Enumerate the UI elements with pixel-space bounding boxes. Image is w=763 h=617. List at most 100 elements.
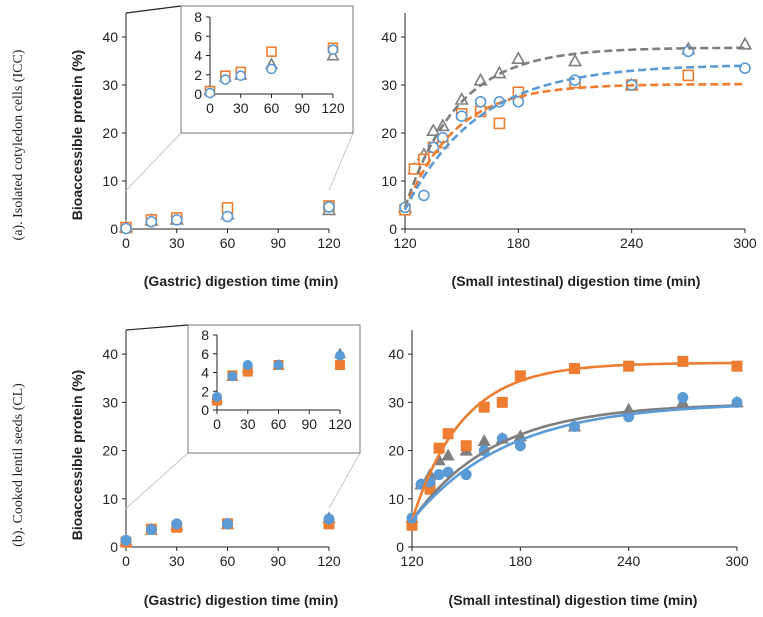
b_gastric-inset: 0 30 60 90 120 0 2 4 6 8 (187, 324, 361, 454)
b_gastric-inset-x-tick-label: 90 (301, 416, 317, 432)
a_intestinal-y-tick-label: 0 (389, 221, 397, 237)
b_intestinal-y-tick-label: 40 (388, 346, 404, 362)
b_intestinal-y-tick-label: 20 (388, 443, 404, 459)
a_intestinal-fit-blue (403, 64, 746, 211)
b_intestinal-point-blue (677, 392, 689, 404)
b_gastric-inset-frame (187, 324, 361, 454)
b_gastric-y-tick-label: 40 (102, 346, 118, 362)
a_intestinal-point-orange (493, 117, 506, 130)
a_gastric-inset-point-orange (266, 46, 277, 57)
b_intestinal-point-orange (731, 360, 743, 372)
a_gastric-inset-point-blue (327, 44, 339, 56)
a_intestinal-y-tick-label: 20 (381, 125, 397, 141)
b_intestinal-x-tick-label: 120 (400, 553, 424, 569)
x-axis-label-b-gastric: (Gastric) digestion time (min) (144, 592, 338, 608)
b_gastric-leader-line-top (125, 324, 189, 331)
chart-a_gastric: 0 30 60 90 120 0 10 20 30 40 0 30 60 90 120 0 2 4 6 8 (102, 5, 354, 251)
a_gastric-inset-point-blue (235, 70, 247, 82)
a_gastric-inset-point-blue (220, 74, 231, 85)
row-label-b: (b). Cooked lentil seeds (CL) (11, 383, 26, 547)
b_gastric-inset-x-tick-label: 30 (240, 416, 256, 432)
a_gastric-inset-y-tick-label: 4 (194, 48, 202, 64)
a_intestinal-point-blue (739, 62, 751, 74)
a_intestinal-point-grey (511, 51, 526, 65)
a_intestinal-point-grey (737, 36, 753, 50)
a_gastric-y-tick-label: 10 (102, 173, 118, 189)
a_intestinal-fit-orange (403, 82, 745, 211)
b_gastric-inset-point-blue (273, 360, 284, 370)
b_gastric-inset-x-tick-label: 60 (271, 416, 287, 432)
b_gastric-y-tick-label: 10 (102, 491, 118, 507)
b_gastric-leader-line (125, 452, 189, 509)
b_intestinal-point-orange (677, 355, 689, 367)
b_gastric-inset-point-blue (212, 391, 222, 402)
b_intestinal-point-orange (496, 396, 508, 408)
b_gastric-y-tick-label: 0 (110, 539, 118, 555)
a_gastric-inset-y-tick-label: 6 (194, 28, 202, 44)
b_gastric-inset-point-blue (242, 360, 253, 370)
a_gastric-inset-y-tick-label: 2 (194, 67, 202, 83)
b_intestinal-y-tick-label: 10 (388, 491, 404, 507)
a_gastric-y-tick-label: 40 (102, 29, 118, 45)
a_intestinal-point-blue (512, 96, 525, 108)
chart-a_intestinal: 120 180 240 300 0 10 20 30 40 (381, 13, 757, 251)
b_gastric-x-tick-label: 0 (122, 553, 130, 569)
y-axis-label-b: Bioaccessible protein (%) (69, 370, 85, 540)
a_intestinal-point-grey (426, 123, 441, 136)
a_intestinal-x-tick-label: 240 (620, 235, 644, 251)
a_gastric-point-blue (323, 201, 335, 213)
a_intestinal-y-tick-label: 30 (381, 77, 397, 93)
a_gastric-point-blue (170, 214, 183, 226)
a_gastric-y-tick-label: 0 (110, 221, 118, 237)
a_gastric-leader-line (328, 132, 354, 191)
x-axis-label-b-intestinal: (Small intestinal) digestion time (min) (449, 592, 698, 608)
y-axis-label-a: Bioaccessible protein (%) (69, 50, 85, 220)
b_gastric-inset-point-blue (335, 350, 345, 361)
a_intestinal-x-tick-label: 120 (393, 235, 417, 251)
a_gastric-inset-point-blue (266, 63, 277, 75)
a_gastric-x-tick-label: 120 (317, 235, 341, 251)
b_gastric-point-blue (145, 524, 157, 536)
a_intestinal-y-tick-label: 40 (381, 29, 397, 45)
a_gastric-point-blue (145, 216, 158, 228)
a_gastric-leader-line-top (125, 5, 182, 14)
b_gastric-inset-x-tick-label: 120 (328, 416, 352, 432)
a_intestinal-point-blue (455, 110, 468, 122)
b_gastric-point-blue (323, 513, 335, 525)
a_intestinal-x-tick-label: 300 (733, 235, 757, 251)
row-label-a: (a). Isolated cotyledon cells (ICC) (11, 49, 26, 240)
a_intestinal-point-orange (682, 69, 695, 82)
a_intestinal-fit-grey (403, 46, 745, 208)
b_gastric-inset-y-tick-label: 8 (201, 327, 209, 343)
b_intestinal-x-tick-label: 180 (509, 553, 533, 569)
b_intestinal-y-tick-label: 30 (388, 394, 404, 410)
a_gastric-inset: 0 30 60 90 120 0 2 4 6 8 (180, 5, 354, 134)
a_gastric-x-tick-label: 60 (220, 235, 236, 251)
a_gastric-inset-point-blue (204, 87, 216, 99)
b_intestinal-point-grey (441, 448, 455, 461)
a_gastric-y-tick-label: 20 (102, 125, 118, 141)
b_gastric-inset-point-blue (227, 371, 238, 382)
b_intestinal-point-orange (460, 440, 472, 452)
a_intestinal-point-blue (418, 189, 430, 202)
a_intestinal-x-tick-label: 180 (507, 235, 531, 251)
a_gastric-x-tick-label: 30 (169, 235, 185, 251)
b_intestinal-x-tick-label: 300 (725, 553, 749, 569)
a_intestinal-point-blue (474, 96, 487, 108)
b_intestinal-fit-grey (410, 404, 738, 522)
b_gastric-inset-point-orange (335, 360, 345, 370)
b_intestinal-point-orange (478, 401, 490, 413)
x-axis-label-a-gastric: (Gastric) digestion time (min) (144, 273, 338, 289)
b_gastric-x-tick-label: 60 (220, 553, 236, 569)
b_intestinal-fit-blue (410, 404, 738, 522)
b_intestinal-point-grey (477, 434, 491, 447)
b_gastric-point-blue (120, 534, 132, 546)
a_intestinal-y-tick-label: 10 (381, 173, 397, 189)
b_intestinal-fit-orange (410, 361, 738, 521)
b_gastric-x-tick-label: 30 (169, 553, 185, 569)
b_gastric-inset-y-tick-label: 4 (201, 365, 209, 381)
b_gastric-y-tick-label: 30 (102, 394, 118, 410)
b_intestinal-point-blue (433, 469, 445, 481)
a_gastric-y-tick-label: 30 (102, 77, 118, 93)
